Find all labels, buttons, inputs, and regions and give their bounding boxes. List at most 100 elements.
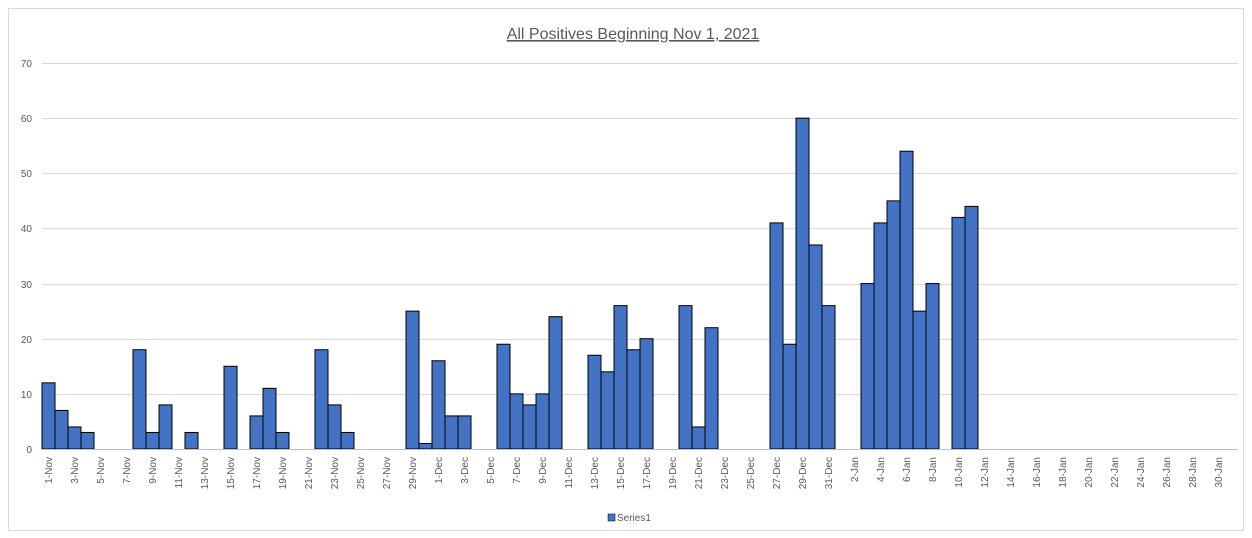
x-tick-label: 19-Dec [668,457,679,489]
x-tick-label: 19-Nov [278,457,289,489]
bar-14-dec [600,371,615,450]
y-tick-label: 30 [21,280,33,291]
legend: Series1 [607,513,651,524]
bar-21-dec [691,426,706,450]
bar-3-nov [67,426,82,450]
x-tick-label: 6-Jan [902,457,913,482]
y-tick-label: 10 [21,390,33,401]
bar-9-nov [145,431,160,450]
x-tick-label: 25-Nov [356,457,367,489]
bar-12-nov [184,431,199,450]
x-tick-label: 8-Jan [928,457,939,482]
x-tick-label: 15-Dec [616,457,627,489]
x-tick-label: 5-Nov [96,457,107,484]
bar-16-dec [626,349,641,450]
x-tick-label: 17-Dec [642,457,653,489]
x-tick-label: 23-Nov [330,457,341,489]
bar-23-nov [327,404,342,450]
x-tick-label: 13-Nov [200,457,211,489]
bar-10-dec [548,316,563,450]
bar-2-dec [444,415,459,450]
x-tick-label: 3-Nov [70,457,81,484]
bar-8-nov [132,349,147,450]
x-tick-label: 21-Dec [694,457,705,489]
bar-22-dec [704,327,719,450]
x-tick-label: 25-Dec [746,457,757,489]
x-tick-label: 2-Jan [850,457,861,482]
bar-7-jan [912,310,927,450]
x-tick-label: 22-Jan [1110,457,1121,488]
bars [41,117,979,450]
x-tick-label: 10-Jan [954,457,965,488]
x-tick-label: 14-Jan [1006,457,1017,488]
x-axis-ticks: 1-Nov 3-Nov 5-Nov 7-Nov 9-Nov 11-Nov 13-Nov 15-… [44,457,1225,489]
bar-13-dec [587,354,602,450]
x-tick-label: 29-Dec [798,457,809,489]
x-tick-label: 7-Nov [122,457,133,484]
x-tick-label: 27-Nov [382,457,393,489]
bar-29-dec [795,117,810,450]
y-tick-label: 20 [21,335,33,346]
bar-22-nov [314,349,329,450]
bar-30-dec [808,244,823,450]
x-tick-label: 5-Dec [486,457,497,484]
bar-7-dec [509,393,524,450]
bar-5-jan [886,200,901,450]
bar-9-dec [535,393,550,450]
bar-1-dec [431,360,446,450]
x-tick-label: 26-Jan [1162,457,1173,488]
bar-20-dec [678,305,693,450]
gridlines [42,63,1238,395]
bar-4-nov [80,431,95,450]
bar-8-dec [522,404,537,450]
x-tick-label: 20-Jan [1084,457,1095,488]
x-tick-label: 9-Dec [538,457,549,484]
bar-15-nov [223,365,238,450]
x-tick-label: 11-Dec [564,457,575,489]
bar-27-dec [769,222,784,450]
bar-3-jan [860,283,875,450]
bar-6-jan [899,150,914,450]
y-tick-label: 0 [26,445,32,456]
bar-10-jan [951,216,966,450]
x-tick-label: 4-Jan [876,457,887,482]
x-tick-label: 18-Jan [1058,457,1069,488]
x-tick-label: 30-Jan [1214,457,1225,488]
x-tick-label: 1-Dec [434,457,445,484]
x-tick-label: 31-Dec [824,457,835,489]
bar-6-dec [496,343,511,450]
x-tick-label: 17-Nov [252,457,263,489]
y-tick-label: 40 [21,224,33,235]
y-tick-label: 50 [21,169,33,180]
bar-3-dec [457,415,472,450]
x-tick-label: 24-Jan [1136,457,1147,488]
legend-swatch [607,513,616,522]
bar-30-nov [418,442,433,450]
x-tick-label: 12-Jan [980,457,991,488]
y-axis-ticks: 0 10 20 30 40 50 60 70 [21,59,33,456]
bar-15-dec [613,305,628,450]
bar-17-nov [249,415,264,450]
x-tick-label: 11-Nov [174,457,185,489]
y-tick-label: 70 [21,59,33,70]
legend-label: Series1 [617,513,651,524]
x-tick-label: 27-Dec [772,457,783,489]
x-tick-label: 28-Jan [1188,457,1199,488]
bar-4-jan [873,222,888,450]
x-tick-label: 16-Jan [1032,457,1043,488]
chart-title: All Positives Beginning Nov 1, 2021 [507,26,760,43]
bar-2-nov [54,409,69,450]
x-tick-label: 23-Dec [720,457,731,489]
chart-frame [8,8,1244,531]
bar-8-jan [925,283,940,450]
bar-10-nov [158,404,173,450]
bar-28-dec [782,343,797,450]
x-tick-label: 15-Nov [226,457,237,489]
x-tick-label: 3-Dec [460,457,471,484]
x-tick-label: 29-Nov [408,457,419,489]
x-tick-label: 21-Nov [304,457,315,489]
x-tick-label: 1-Nov [44,457,55,484]
bar-11-jan [964,205,979,450]
